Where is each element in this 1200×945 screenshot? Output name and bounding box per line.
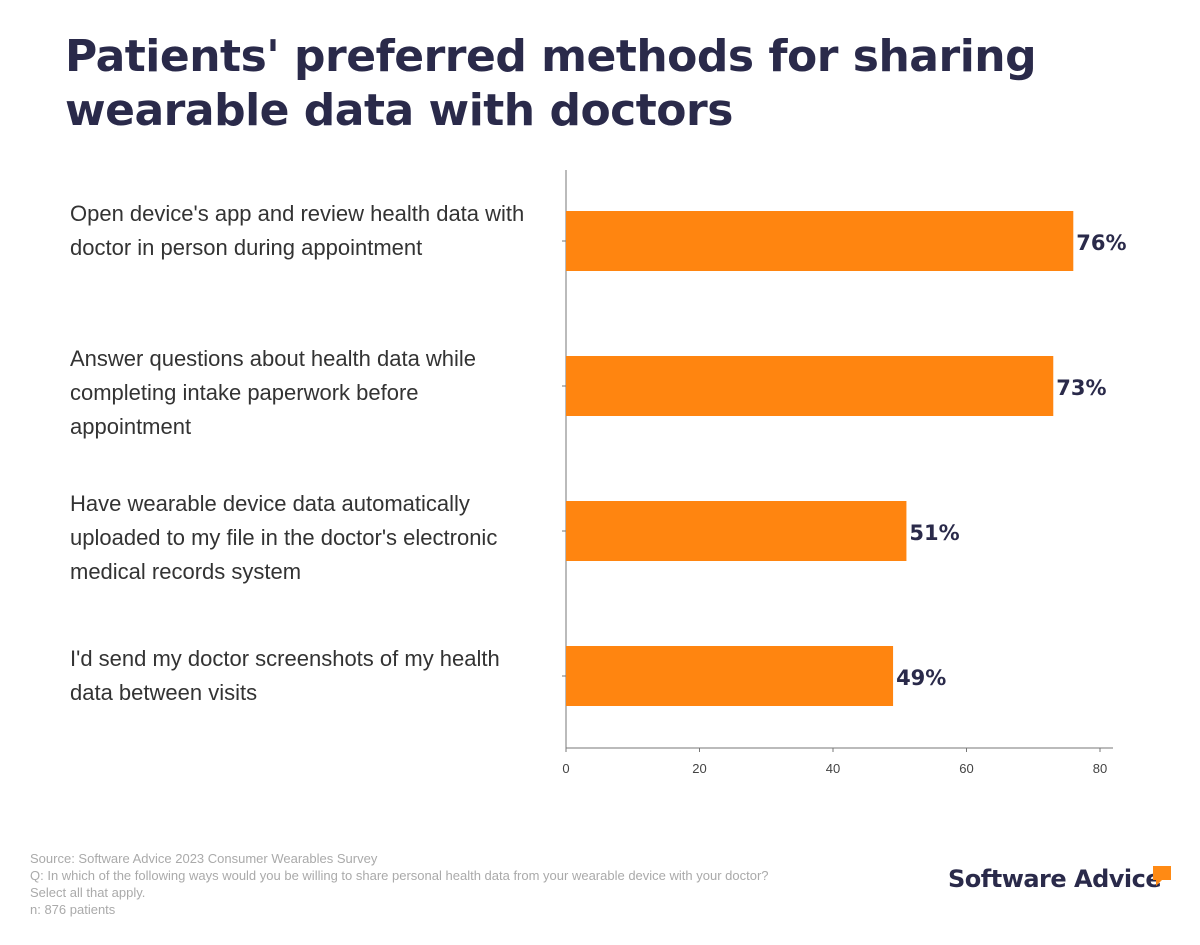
source-note: Source: Software Advice 2023 Consumer We… — [30, 851, 378, 866]
category-label: Answer questions about health data while… — [70, 346, 477, 439]
x-tick-label: 80 — [1093, 761, 1107, 776]
data-label: 51% — [909, 521, 959, 545]
bar — [566, 356, 1054, 416]
speech-bubble-icon — [1153, 866, 1171, 886]
x-tick-label: 0 — [562, 761, 569, 776]
x-tick-label: 40 — [826, 761, 840, 776]
data-label: 49% — [896, 666, 946, 690]
category-label: I'd send my doctor screenshots of my hea… — [70, 646, 500, 705]
bar — [566, 501, 907, 561]
bar — [566, 646, 894, 706]
chart-title: Patients' preferred methods for sharing … — [65, 31, 1037, 136]
instruction-note: Select all that apply. — [30, 885, 146, 900]
x-tick-label: 60 — [959, 761, 973, 776]
software-advice-logo: Software Advice — [948, 865, 1162, 893]
category-label: Have wearable device data automatically … — [70, 491, 498, 584]
data-label: 73% — [1056, 376, 1106, 400]
bar — [566, 211, 1074, 271]
footer-notes: Source: Software Advice 2023 Consumer We… — [30, 850, 769, 918]
sample-size-note: n: 876 patients — [30, 902, 116, 917]
x-tick-label: 20 — [692, 761, 706, 776]
question-note: Q: In which of the following ways would … — [30, 868, 769, 883]
data-label: 76% — [1076, 231, 1126, 255]
category-label: Open device's app and review health data… — [70, 201, 525, 260]
